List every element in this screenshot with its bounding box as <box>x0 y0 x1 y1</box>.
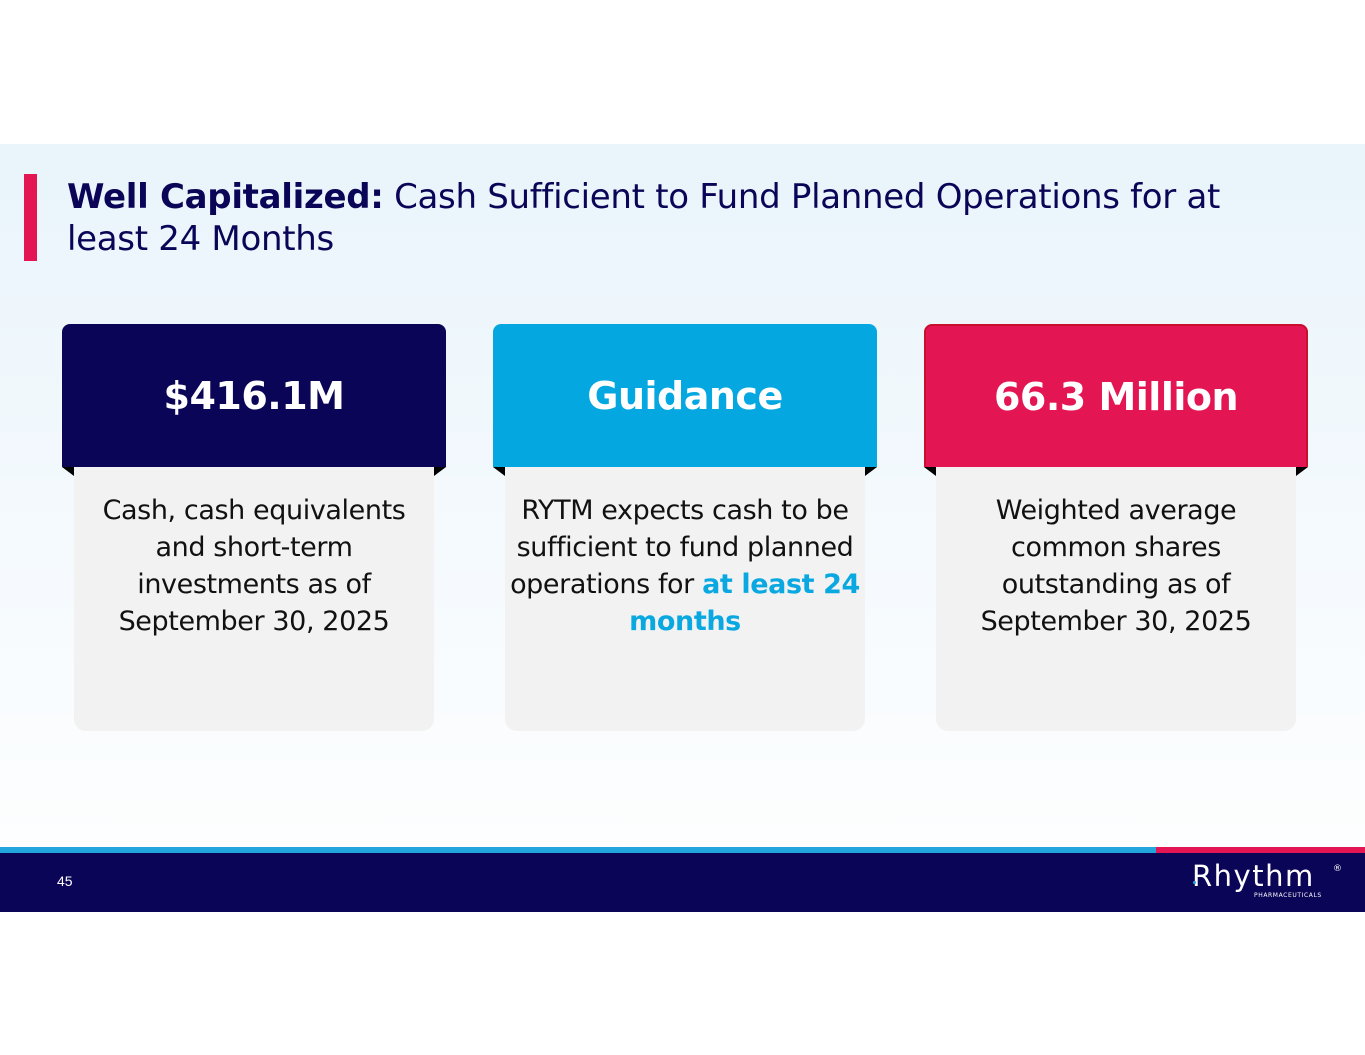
card-fold-right <box>1296 467 1308 476</box>
card-text: RYTM expects cash to be sufficient to fu… <box>505 492 865 640</box>
logo-dot-icon <box>1193 881 1196 884</box>
title-rest: Cash Sufficient to Fund Planned Operatio… <box>67 177 1221 259</box>
footer-bar: 45 Rhythm ® PHARMACEUTICALS <box>0 853 1365 912</box>
slide: Well Capitalized: Cash Sufficient to Fun… <box>0 144 1365 912</box>
card-cash: $416.1M Cash, cash equivalents and short… <box>62 324 446 731</box>
card-body <box>74 444 434 731</box>
card-text-main: RYTM expects cash to be sufficient to fu… <box>510 495 854 600</box>
card-text: Weighted average common shares outstandi… <box>980 495 1252 637</box>
card-fold-right <box>434 467 446 476</box>
title-bold: Well Capitalized: <box>67 177 384 217</box>
card-header: Guidance <box>493 324 877 467</box>
slide-title: Well Capitalized: Cash Sufficient to Fun… <box>67 176 1297 260</box>
card-shares: 66.3 Million Weighted average common sha… <box>924 324 1308 731</box>
card-guidance: Guidance RYTM expects cash to be suffici… <box>493 324 877 731</box>
card-text-highlight: at least 24 months <box>629 569 860 637</box>
logo-registered-mark: ® <box>1333 864 1342 874</box>
footer-stripe-blue <box>0 847 1156 853</box>
title-accent-bar <box>24 174 37 261</box>
card-header: 66.3 Million <box>924 324 1308 467</box>
rhythm-logo: Rhythm ® PHARMACEUTICALS <box>1192 859 1342 903</box>
footer-stripe-red <box>1156 847 1365 853</box>
card-text: Cash, cash equivalents and short-term in… <box>102 495 406 637</box>
card-header: $416.1M <box>62 324 446 467</box>
card-fold-left <box>493 467 505 476</box>
card-body <box>936 444 1296 731</box>
card-body <box>505 444 865 731</box>
card-fold-left <box>62 467 74 476</box>
card-fold-right <box>865 467 877 476</box>
card-fold-left <box>924 467 936 476</box>
page-number: 45 <box>57 873 73 889</box>
logo-subtitle: PHARMACEUTICALS <box>1254 892 1322 899</box>
logo-wordmark: Rhythm <box>1192 859 1315 893</box>
